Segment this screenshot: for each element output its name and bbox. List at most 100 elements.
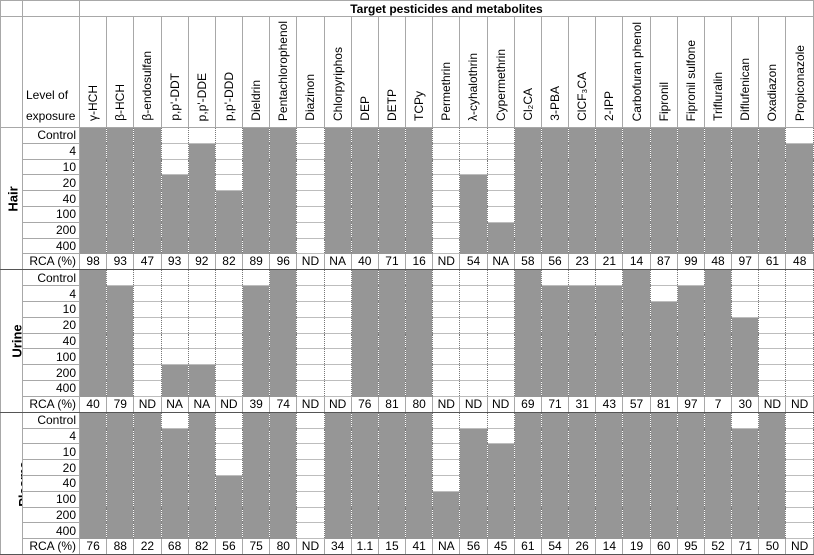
- not-detected-cell: [486, 380, 515, 397]
- not-detected-cell: [432, 348, 461, 366]
- detected-cell: [758, 490, 787, 508]
- detected-cell: [187, 506, 216, 524]
- pesticide-name: λ-cyhalothrin: [466, 53, 481, 122]
- detected-cell: [703, 506, 733, 524]
- detected-cell: [649, 190, 678, 208]
- detected-cell: [703, 285, 733, 303]
- detected-cell: [513, 237, 542, 255]
- detected-cell: [269, 380, 298, 397]
- detected-cell: [106, 158, 135, 176]
- detected-cell: [459, 174, 488, 192]
- not-detected-cell: [432, 206, 461, 223]
- detected-cell: [622, 443, 651, 461]
- detected-cell: [133, 475, 162, 492]
- detected-cell: [731, 364, 760, 382]
- not-detected-cell: [187, 348, 216, 366]
- not-detected-cell: [296, 301, 325, 318]
- not-detected-cell: [432, 332, 461, 350]
- detected-cell: [622, 348, 651, 366]
- rca-value: NA: [432, 538, 461, 555]
- detected-cell: [78, 475, 108, 492]
- rca-value: 40: [350, 253, 379, 271]
- detected-cell: [160, 490, 189, 508]
- detected-cell: [513, 221, 542, 239]
- rca-value: 47: [133, 253, 162, 271]
- detected-cell: [133, 206, 162, 223]
- detected-cell: [595, 221, 624, 239]
- detected-cell: [731, 522, 760, 540]
- pesticide-name: 3-PBA: [548, 86, 562, 122]
- not-detected-cell: [432, 411, 461, 429]
- not-detected-cell: [785, 506, 814, 524]
- detected-cell: [785, 142, 814, 160]
- pesticide-name: β-HCH: [113, 84, 128, 122]
- rca-value: ND: [459, 395, 488, 413]
- pesticide-header: Fipronil sulfone: [676, 15, 705, 129]
- detected-cell: [377, 522, 407, 540]
- detected-cell: [405, 364, 434, 382]
- detected-cell: [405, 443, 434, 461]
- detected-cell: [377, 348, 407, 366]
- pesticide-name: p,p'-DDE: [194, 72, 209, 122]
- detected-cell: [242, 364, 271, 382]
- detected-cell: [540, 158, 570, 176]
- detected-cell: [323, 506, 352, 524]
- not-detected-cell: [133, 332, 162, 350]
- detected-cell: [377, 411, 407, 429]
- detected-cell: [758, 443, 787, 461]
- detected-cell: [459, 490, 488, 508]
- detected-cell: [160, 206, 189, 223]
- pesticide-header: Fipronil: [649, 15, 678, 129]
- rca-value: 69: [513, 395, 542, 413]
- not-detected-cell: [758, 269, 787, 287]
- not-detected-cell: [160, 411, 189, 429]
- pesticide-header: β-endosulfan: [133, 15, 162, 129]
- not-detected-cell: [296, 142, 325, 160]
- detected-cell: [703, 316, 733, 334]
- detected-cell: [540, 316, 570, 334]
- detected-cell: [350, 221, 379, 239]
- rca-value: 74: [269, 395, 298, 413]
- pesticide-names-row: Level of exposure γ-HCH β-HCH β-endosulfan…: [0, 15, 814, 129]
- detected-cell: [731, 127, 760, 144]
- detected-cell: [622, 506, 651, 524]
- detected-cell: [78, 490, 108, 508]
- table-row: 100: [1, 348, 814, 366]
- rca-value: 71: [540, 395, 570, 413]
- pesticide-header: Propiconazole: [785, 15, 814, 129]
- not-detected-cell: [296, 269, 325, 287]
- detected-cell: [676, 301, 705, 318]
- detected-cell: [405, 490, 434, 508]
- rca-value: 97: [676, 395, 705, 413]
- detected-cell: [622, 459, 651, 477]
- detected-cell: [731, 190, 760, 208]
- detected-cell: [758, 522, 787, 540]
- detected-cell: [106, 490, 135, 508]
- exposure-level: 4: [22, 427, 80, 445]
- detected-cell: [622, 174, 651, 192]
- rca-value: 7: [703, 395, 733, 413]
- detected-cell: [649, 490, 678, 508]
- detected-cell: [595, 506, 624, 524]
- detected-cell: [405, 506, 434, 524]
- not-detected-cell: [540, 269, 570, 287]
- detected-cell: [622, 332, 651, 350]
- pesticide-header: DEP: [350, 15, 379, 129]
- detected-cell: [187, 221, 216, 239]
- detected-cell: [513, 443, 542, 461]
- detected-cell: [731, 332, 760, 350]
- rca-value: ND: [133, 395, 162, 413]
- detected-cell: [486, 506, 515, 524]
- detected-cell: [649, 237, 678, 255]
- detected-cell: [703, 221, 733, 239]
- detected-cell: [622, 237, 651, 255]
- pesticide-name: Chlorpyriphos: [330, 47, 345, 122]
- detected-cell: [377, 490, 407, 508]
- detected-cell: [350, 475, 379, 492]
- detected-cell: [405, 475, 434, 492]
- detected-cell: [540, 380, 570, 397]
- detected-cell: [703, 301, 733, 318]
- rca-value: 15: [377, 538, 407, 555]
- rca-value: NA: [486, 253, 515, 271]
- detected-cell: [405, 411, 434, 429]
